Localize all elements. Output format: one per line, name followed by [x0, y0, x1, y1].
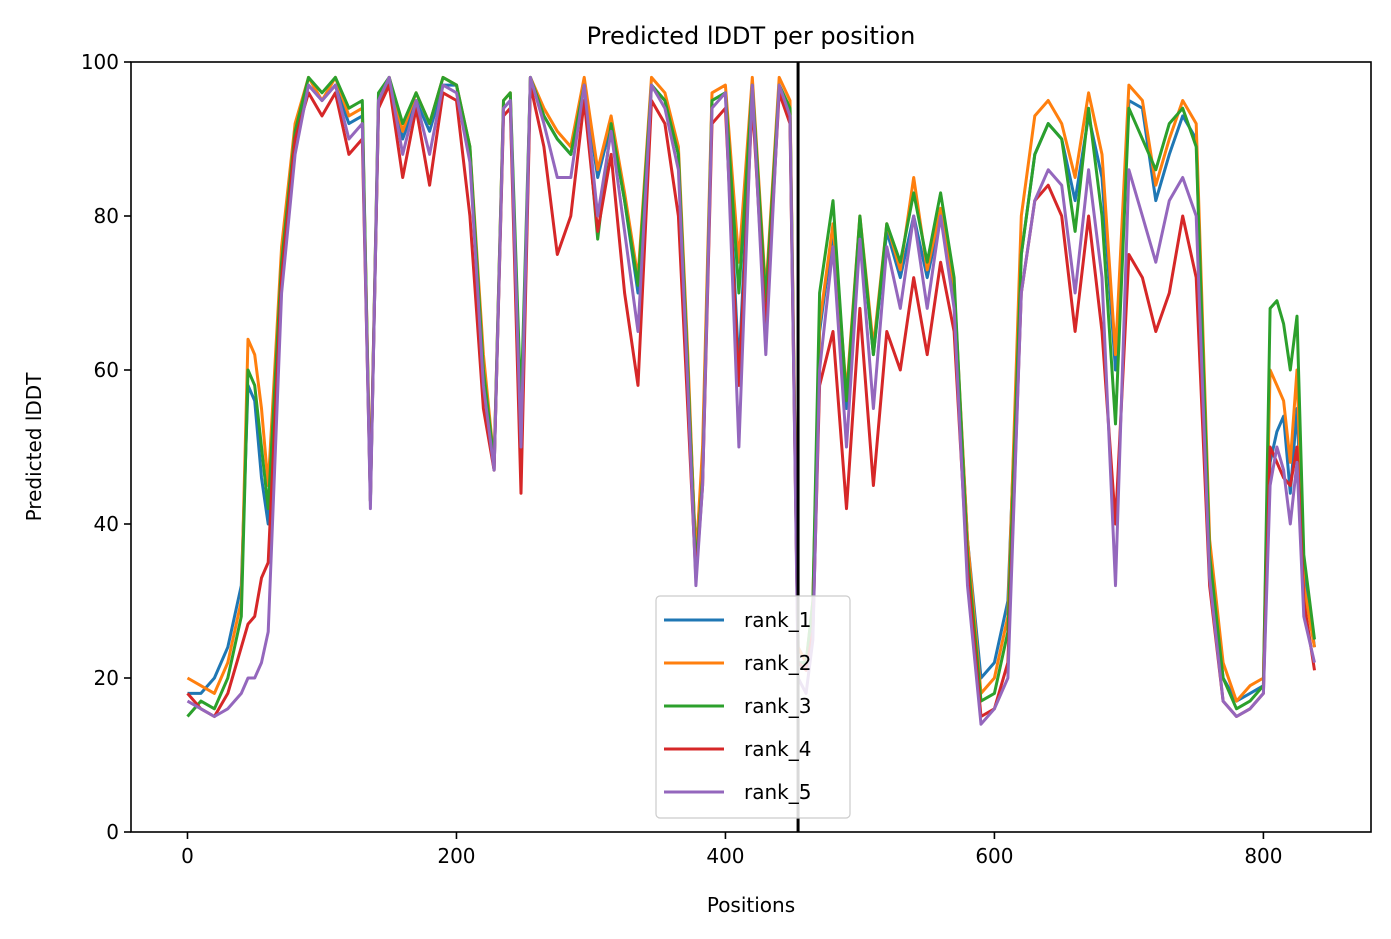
y-tick-label: 0: [106, 820, 119, 844]
y-tick-label: 60: [94, 358, 119, 382]
x-axis: 0 200 400 600 800: [181, 832, 1283, 868]
x-tick-label: 200: [437, 844, 475, 868]
x-tick-label: 400: [706, 844, 744, 868]
plot-frame: [130, 61, 1372, 833]
legend-label-rank_1: rank_1: [744, 608, 811, 632]
y-tick-label: 80: [94, 204, 119, 228]
y-tick-label: 40: [94, 512, 119, 536]
series-line-rank_5: [186, 75, 1316, 726]
x-tick-label: 0: [181, 844, 194, 868]
legend-box: [655, 595, 851, 819]
chart-title: Predicted lDDT per position: [587, 22, 916, 50]
x-tick-label: 800: [1244, 844, 1282, 868]
y-tick-label: 20: [94, 666, 119, 690]
plot-lines: [186, 75, 1316, 726]
x-tick-label: 600: [975, 844, 1013, 868]
y-axis-label: Predicted lDDT: [22, 372, 46, 522]
x-axis-label: Positions: [707, 893, 795, 917]
legend: rank_1 rank_2 rank_3 rank_4 rank_5: [655, 595, 851, 819]
legend-label-rank_5: rank_5: [744, 780, 811, 804]
legend-label-rank_3: rank_3: [744, 694, 811, 718]
legend-label-rank_4: rank_4: [744, 737, 811, 761]
legend-label-rank_2: rank_2: [744, 651, 811, 675]
y-axis: 0 20 40 60 80 100: [81, 50, 131, 844]
y-tick-label: 100: [81, 50, 119, 74]
